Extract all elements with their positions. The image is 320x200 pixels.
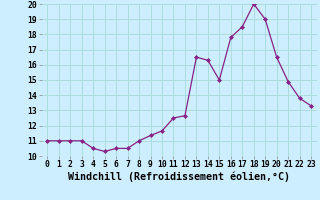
X-axis label: Windchill (Refroidissement éolien,°C): Windchill (Refroidissement éolien,°C) (68, 172, 290, 182)
